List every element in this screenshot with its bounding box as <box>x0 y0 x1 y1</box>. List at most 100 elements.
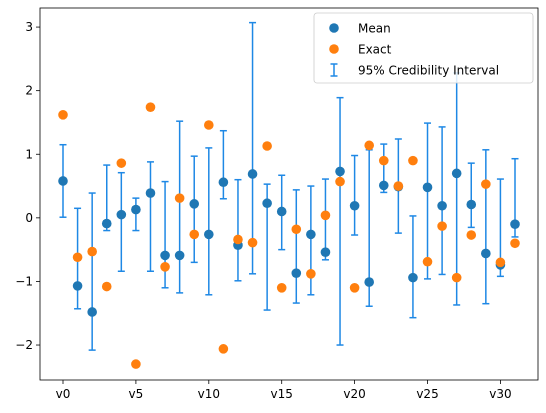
exact-point-v28 <box>466 230 477 240</box>
exact-point-v13 <box>247 237 258 248</box>
mean-point-v8 <box>174 250 185 261</box>
x-tick-label: v20 <box>343 387 365 401</box>
mean-point-v21 <box>364 277 374 287</box>
exact-point-v25 <box>422 256 433 267</box>
errorbar-v11 <box>219 129 227 200</box>
mean-point-v29 <box>481 248 491 259</box>
mean-point-v24 <box>408 272 418 283</box>
mean-point-v17 <box>306 229 316 240</box>
exact-point-v6 <box>145 102 156 112</box>
mean-point-v7 <box>160 250 170 261</box>
legend-box <box>313 12 534 84</box>
mean-point-v11 <box>218 177 229 188</box>
exact-point-v7 <box>160 262 170 272</box>
mean-point-v18 <box>320 247 331 257</box>
exact-point-v9 <box>189 229 200 240</box>
exact-point-v11 <box>218 344 229 354</box>
x-tick-label: v10 <box>198 387 220 401</box>
exact-point-v1 <box>72 252 83 263</box>
y-tick-label: −1 <box>15 274 33 288</box>
exact-point-v0 <box>58 110 68 120</box>
mean-point-v31 <box>510 219 520 230</box>
y-tick-label: 3 <box>25 20 33 34</box>
exact-point-v20 <box>349 282 360 293</box>
mean-point-v26 <box>437 200 447 211</box>
exact-point-v22 <box>378 155 389 166</box>
legend-marker-exact <box>329 44 339 54</box>
mean-point-v6 <box>145 188 156 198</box>
exact-point-v16 <box>291 224 302 235</box>
mean-point-v22 <box>378 180 389 191</box>
y-tick-label: 1 <box>25 147 33 161</box>
exact-point-v19 <box>335 176 345 187</box>
errorbar-v12 <box>234 178 242 282</box>
mean-point-v28 <box>466 199 477 210</box>
mean-point-v20 <box>349 200 360 211</box>
x-tick-label: v30 <box>489 387 511 401</box>
y-axis: −2 −1 0 1 2 3 <box>15 20 40 352</box>
exact-point-v5 <box>131 359 141 369</box>
errorbar-v2 <box>88 192 96 351</box>
y-tick-label: 0 <box>25 211 33 225</box>
mean-point-v13 <box>247 169 258 179</box>
mean-point-v2 <box>87 307 97 317</box>
x-tick-label: v5 <box>129 387 144 401</box>
mean-point-v5 <box>131 204 141 215</box>
mean-point-v3 <box>101 218 112 229</box>
exact-point-v12 <box>233 234 243 245</box>
mean-point-v9 <box>189 199 200 209</box>
legend: Mean Exact 95% Credibility Interval <box>313 12 534 84</box>
y-tick-label: −2 <box>15 338 33 352</box>
exact-point-v26 <box>437 221 447 231</box>
exact-point-v2 <box>87 246 97 257</box>
plot-area <box>58 21 520 369</box>
errorbar-v29 <box>482 149 490 305</box>
errorbar-v6 <box>146 161 154 273</box>
mean-point-v19 <box>335 166 345 177</box>
exact-point-v3 <box>101 281 112 292</box>
exact-point-v10 <box>204 120 214 130</box>
exact-point-v14 <box>262 141 272 151</box>
errorbar-v8 <box>176 120 184 294</box>
legend-label: Exact <box>358 43 392 57</box>
mean-point-v1 <box>72 281 83 291</box>
exact-point-v27 <box>451 272 462 283</box>
exact-point-v23 <box>393 181 404 191</box>
x-tick-label: v0 <box>56 387 71 401</box>
errorbar-v19 <box>336 96 344 346</box>
exact-point-v24 <box>408 155 418 166</box>
exact-point-v29 <box>481 179 491 189</box>
mean-point-v4 <box>116 209 127 220</box>
mean-point-v16 <box>291 268 302 278</box>
mean-point-v27 <box>451 168 462 179</box>
mean-point-v10 <box>204 229 214 240</box>
x-tick-label: v15 <box>271 387 293 401</box>
legend-label: Mean <box>358 22 391 36</box>
errorbar-v4 <box>117 171 125 273</box>
errorbar-v25 <box>424 122 432 280</box>
errorbar-v26 <box>438 126 446 276</box>
y-tick-label: 2 <box>25 84 33 98</box>
errorbar-v9 <box>190 155 198 264</box>
x-axis: v0 v5 v10 v15 v20 v25 v30 <box>56 380 512 401</box>
legend-marker-mean <box>329 23 339 33</box>
exact-point-v4 <box>116 158 127 168</box>
x-tick-label: v25 <box>416 387 438 401</box>
errorbar-v13 <box>249 21 257 275</box>
exact-point-v31 <box>510 238 520 249</box>
mean-point-v0 <box>58 176 68 186</box>
errorbar-v24 <box>409 215 417 319</box>
errorbar-v28 <box>467 162 475 229</box>
exact-point-v30 <box>495 257 506 268</box>
mean-point-v14 <box>262 198 272 209</box>
exact-point-v8 <box>174 193 185 203</box>
exact-point-v17 <box>306 269 316 279</box>
axes-frame <box>39 7 539 381</box>
exact-point-v15 <box>276 282 287 293</box>
exact-point-v18 <box>320 210 331 221</box>
mean-point-v25 <box>422 182 433 193</box>
exact-point-v21 <box>364 140 374 151</box>
errorbar-v10 <box>205 147 213 296</box>
errorbar-v20 <box>351 154 359 236</box>
